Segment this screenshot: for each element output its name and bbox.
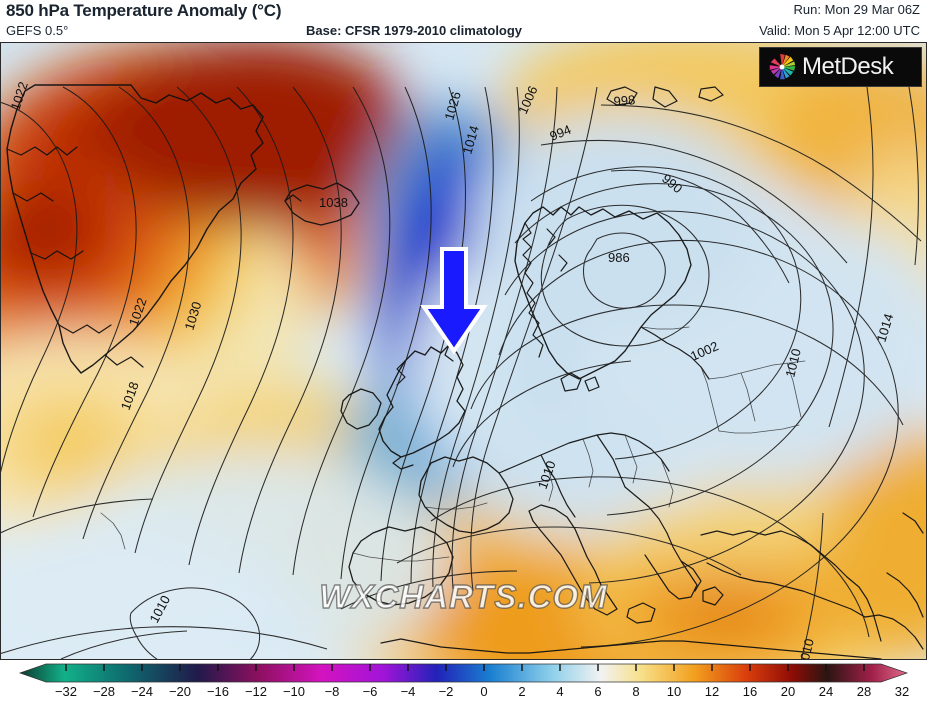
colorbar-tick-label: 0 xyxy=(480,684,488,699)
run-time-label: Run: Mon 29 Mar 06Z xyxy=(793,2,920,17)
isobar-label: 1038 xyxy=(319,195,348,210)
metdesk-logo-text: MetDesk xyxy=(802,53,894,80)
chart-header: 850 hPa Temperature Anomaly (°C) GEFS 0.… xyxy=(0,0,927,42)
colorbar-gradient xyxy=(18,663,909,683)
annotation-arrow xyxy=(418,245,490,355)
map-svg: 1022 1038 1026 1014 1006 998 994 990 986… xyxy=(1,43,926,660)
colorbar-tick-label: 6 xyxy=(594,684,602,699)
colorbar-tick-label: 28 xyxy=(856,684,872,699)
isobar-label: 1010 xyxy=(795,637,817,660)
isobar-label: 998 xyxy=(613,92,636,109)
page-title: 850 hPa Temperature Anomaly (°C) xyxy=(6,1,282,20)
colorbar-tick-label: 8 xyxy=(632,684,640,699)
colorbar-tick-label: 12 xyxy=(704,684,720,699)
colorbar-tick-label: 10 xyxy=(666,684,682,699)
colorbar-ticks xyxy=(65,664,865,671)
colorbar-tick-label: −16 xyxy=(206,684,230,699)
colorbar-tick-label: −4 xyxy=(400,684,416,699)
colorbar-tick-label: 2 xyxy=(518,684,526,699)
colorbar-tick-label: −24 xyxy=(130,684,154,699)
colorbar-tick-label: 16 xyxy=(742,684,758,699)
valid-time-label: Valid: Mon 5 Apr 12:00 UTC xyxy=(759,23,920,38)
colorbar-tick-label: 32 xyxy=(894,684,910,699)
colorbar: −32 −28 −24 −20 −16 −12 −10 −8 −6 −4 −2 … xyxy=(0,662,927,709)
colorbar-tick-label: −28 xyxy=(92,684,116,699)
site-watermark: WXCHARTS.COM xyxy=(319,577,608,615)
colorbar-tick-label: −6 xyxy=(362,684,378,699)
coastlines xyxy=(6,84,924,659)
down-arrow-icon xyxy=(420,247,488,355)
pinwheel-icon xyxy=(769,53,796,80)
isobar-label: 986 xyxy=(608,250,630,265)
colorbar-tick-label: −20 xyxy=(168,684,192,699)
colorbar-tick-label: −32 xyxy=(54,684,78,699)
colorbar-tick-label: 24 xyxy=(818,684,834,699)
climatology-base-label: Base: CFSR 1979-2010 climatology xyxy=(306,23,523,38)
colorbar-tick-label: −2 xyxy=(438,684,454,699)
colorbar-tick-label: 20 xyxy=(780,684,796,699)
isobar-contours xyxy=(1,86,922,659)
colorbar-tick-labels: −32 −28 −24 −20 −16 −12 −10 −8 −6 −4 −2 … xyxy=(0,684,927,704)
model-label: GEFS 0.5° xyxy=(6,23,69,38)
isobar-label: 1010 xyxy=(782,347,804,379)
colorbar-tick-label: 4 xyxy=(556,684,564,699)
colorbar-tick-label: −12 xyxy=(244,684,268,699)
map-canvas[interactable]: 1022 1038 1026 1014 1006 998 994 990 986… xyxy=(0,42,927,660)
colorbar-tick-label: −8 xyxy=(324,684,340,699)
colorbar-tick-label: −10 xyxy=(282,684,306,699)
metdesk-logo[interactable]: MetDesk xyxy=(759,47,922,87)
